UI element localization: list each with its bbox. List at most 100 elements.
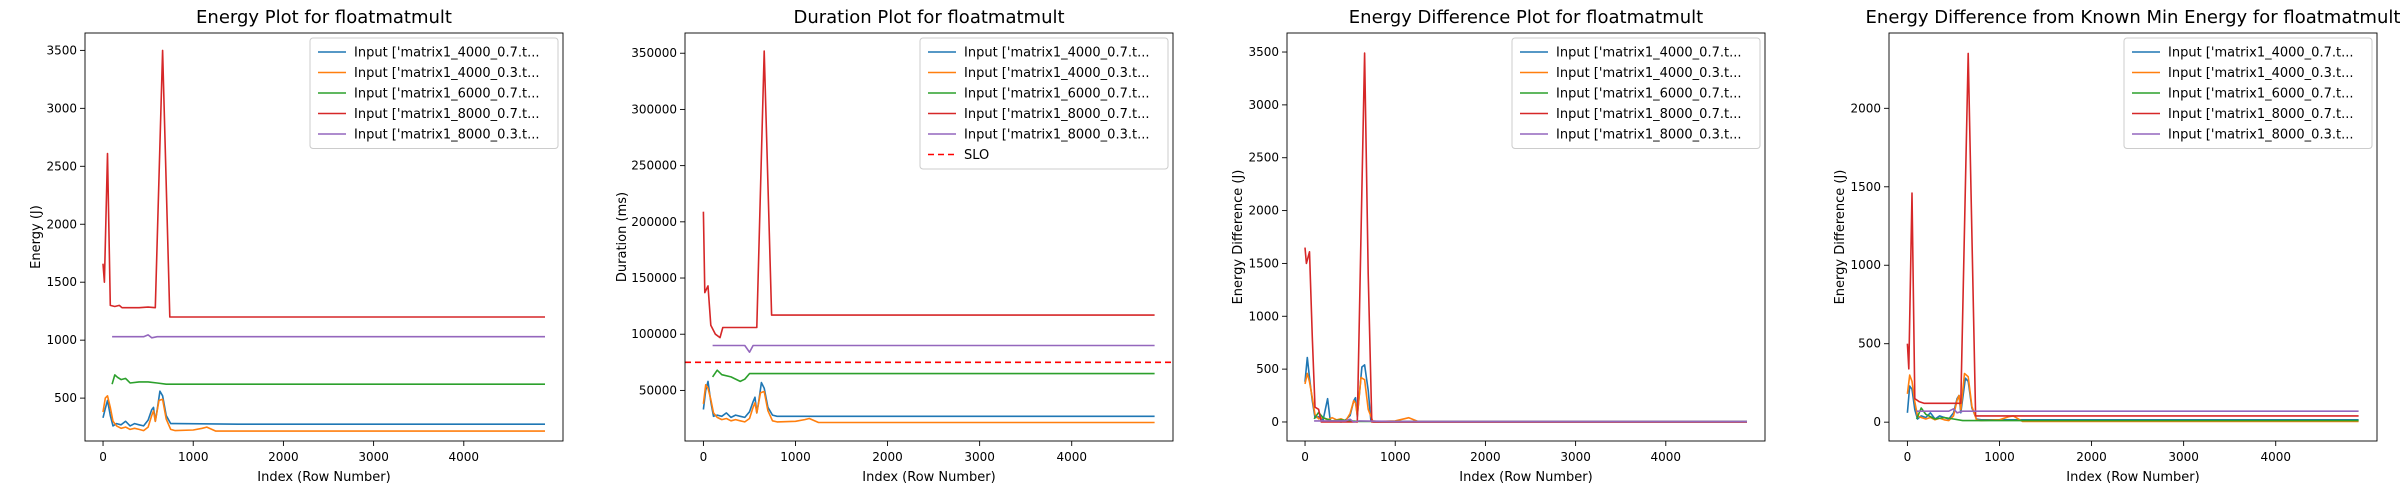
chart-title: Energy Difference Plot for floatmatmult [1349, 7, 1703, 28]
y-tick-label: 2000 [1850, 101, 1881, 115]
legend-label: Input ['matrix1_4000_0.3.t... [354, 66, 539, 81]
legend: Input ['matrix1_4000_0.7.t... Input ['mat… [309, 37, 559, 149]
y-tick-label: 2500 [1248, 151, 1279, 165]
series-group [102, 49, 545, 432]
y-tick-label: 3000 [1248, 98, 1279, 112]
plot-frame [1888, 32, 2378, 442]
x-axis-label: Index (Row Number) [862, 470, 995, 485]
y-tick-label: 2500 [46, 159, 77, 173]
legend-label: Input ['matrix1_6000_0.7.t... [2168, 87, 2353, 102]
plot-frame [684, 32, 1174, 442]
y-tick-label: 2000 [1248, 204, 1279, 218]
legend-box [919, 37, 1169, 170]
series-line-5 [712, 344, 1155, 354]
x-tick-label: 0 [1904, 450, 1912, 464]
legend-label: Input ['matrix1_6000_0.7.t... [964, 87, 1149, 102]
y-tick-label: 1500 [46, 275, 77, 289]
series-line-4 [102, 49, 545, 318]
series-line-1 [102, 390, 545, 427]
y-tick-label: 200000 [631, 215, 677, 229]
series-line-3 [711, 369, 1155, 383]
series-group [1304, 52, 1747, 423]
y-tick-label: 3000 [46, 101, 77, 115]
y-axis-label: Energy (J) [29, 205, 44, 269]
x-tick-label: 3000 [358, 450, 389, 464]
chart-title: Duration Plot for floatmatmult [793, 7, 1064, 28]
y-tick-label: 2000 [46, 217, 77, 231]
legend-label: Input ['matrix1_8000_0.3.t... [354, 128, 539, 143]
x-tick-label: 2000 [1470, 450, 1501, 464]
series-line-1 [702, 380, 1155, 419]
x-tick-label: 0 [700, 450, 708, 464]
y-tick-label: 3500 [1248, 45, 1279, 59]
legend-label: Input ['matrix1_6000_0.7.t... [354, 87, 539, 102]
legend-label: Input ['matrix1_4000_0.7.t... [964, 46, 1149, 61]
series-line-5 [112, 334, 545, 339]
chart-title: Energy Difference from Known Min Energy … [1866, 7, 2400, 28]
y-axis-label: Energy Difference (J) [1231, 170, 1246, 305]
series-line-3 [1915, 407, 2359, 422]
x-tick-label: 4000 [1651, 450, 1682, 464]
legend-label: Input ['matrix1_8000_0.3.t... [964, 128, 1149, 143]
series-line-5 [1916, 407, 2359, 414]
series-group [685, 50, 1173, 424]
chart-title: Energy Plot for floatmatmult [196, 7, 452, 28]
y-tick-label: 500 [1256, 362, 1279, 376]
series-line-2 [1906, 372, 2359, 423]
legend-label: SLO [964, 148, 989, 163]
y-tick-label: 1500 [1248, 256, 1279, 270]
legend-label: Input ['matrix1_8000_0.7.t... [964, 107, 1149, 122]
chart-panel-1: Energy Plot for floatmatmult 0 1000 2000 300… [29, 7, 564, 485]
legend-label: Input ['matrix1_4000_0.7.t... [2168, 46, 2353, 61]
chart-panel-3: Energy Difference Plot for floatmatmult 0… [1231, 7, 1766, 485]
series-line-2 [1304, 372, 1747, 423]
x-tick-label: 1000 [1984, 450, 2015, 464]
legend-box [1511, 37, 1761, 149]
chart-panel-4: Energy Difference from Known Min Energy … [1833, 7, 2400, 485]
y-tick-label: 1000 [1850, 258, 1881, 272]
x-tick-label: 2000 [268, 450, 299, 464]
x-axis-label: Index (Row Number) [2066, 470, 2199, 485]
x-tick-label: 3000 [964, 450, 995, 464]
x-tick-label: 2000 [2076, 450, 2107, 464]
series-line-4 [1906, 52, 2359, 417]
y-tick-label: 1500 [1850, 180, 1881, 194]
x-tick-label: 2000 [872, 450, 903, 464]
y-tick-label: 1000 [46, 333, 77, 347]
legend-label: Input ['matrix1_8000_0.7.t... [1556, 107, 1741, 122]
legend-label: Input ['matrix1_4000_0.3.t... [1556, 66, 1741, 81]
legend: Input ['matrix1_4000_0.7.t... Input ['mat… [1511, 37, 1761, 149]
legend-label: Input ['matrix1_8000_0.3.t... [2168, 128, 2353, 143]
legend-box [309, 37, 559, 149]
x-tick-label: 4000 [449, 450, 480, 464]
series-line-5 [1314, 418, 1747, 423]
x-tick-label: 4000 [1056, 450, 1087, 464]
y-tick-label: 500 [54, 391, 77, 405]
y-tick-label: 100000 [631, 327, 677, 341]
legend-label: Input ['matrix1_4000_0.7.t... [354, 46, 539, 61]
legend: Input ['matrix1_4000_0.7.t... Input ['mat… [919, 37, 1169, 170]
y-tick-label: 50000 [639, 383, 677, 397]
y-axis-label: Duration (ms) [615, 192, 630, 282]
legend: Input ['matrix1_4000_0.7.t... Input ['mat… [2123, 37, 2373, 149]
plot-frame [84, 32, 564, 442]
x-tick-label: 0 [99, 450, 107, 464]
legend-label: Input ['matrix1_4000_0.3.t... [2168, 66, 2353, 81]
series-group [1906, 52, 2359, 423]
x-axis-label: Index (Row Number) [1459, 470, 1592, 485]
legend-label: Input ['matrix1_4000_0.7.t... [1556, 46, 1741, 61]
series-line-4 [702, 50, 1155, 339]
y-tick-label: 250000 [631, 159, 677, 173]
legend-box [2123, 37, 2373, 149]
legend-label: Input ['matrix1_8000_0.3.t... [1556, 128, 1741, 143]
y-tick-label: 1000 [1248, 309, 1279, 323]
chart-panel-2: Duration Plot for floatmatmult 0 1000 2000 3… [615, 7, 1174, 485]
y-tick-label: 3500 [46, 43, 77, 57]
legend-label: Input ['matrix1_8000_0.7.t... [354, 107, 539, 122]
series-line-2 [102, 394, 545, 432]
x-tick-label: 3000 [1560, 450, 1591, 464]
y-tick-label: 0 [1873, 415, 1881, 429]
plot-frame [1286, 32, 1766, 442]
y-tick-label: 500 [1858, 337, 1881, 351]
